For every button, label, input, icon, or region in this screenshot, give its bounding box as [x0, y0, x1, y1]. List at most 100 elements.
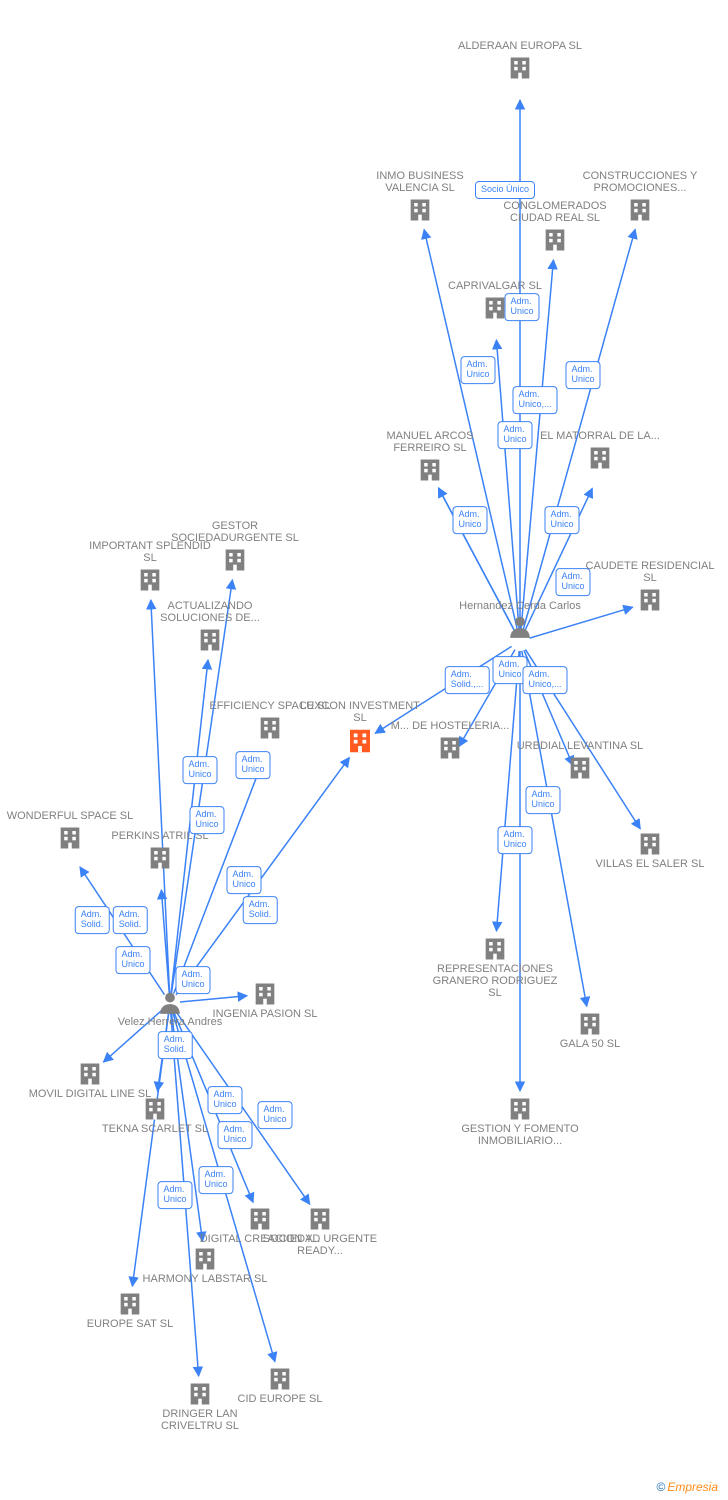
building-icon [535, 444, 665, 472]
building-icon [205, 714, 335, 742]
node-label: ACTUALIZANDO SOLUCIONES DE... [145, 600, 275, 624]
building-icon [490, 226, 620, 254]
edge-label: Adm.Solid. [113, 906, 148, 934]
company-node[interactable]: EUROPE SAT SL [65, 1290, 195, 1332]
company-node[interactable]: INGENIA PASION SL [200, 980, 330, 1022]
building-icon [170, 546, 300, 574]
company-node[interactable]: GESTION Y FOMENTO INMOBILIARIO... [455, 1095, 585, 1149]
company-node[interactable]: ALDERAAN EUROPA SL [455, 40, 585, 82]
edge-label: Adm.Unico [257, 1101, 292, 1129]
node-label: Hernandez Cerda Carlos [455, 600, 585, 612]
building-icon [65, 1290, 195, 1318]
edge [176, 758, 349, 995]
watermark: ©Empresia [656, 1480, 718, 1494]
building-icon [355, 196, 485, 224]
company-node[interactable]: TEKNA SCARLET SL [90, 1095, 220, 1137]
company-node[interactable]: MANUEL ARCOS FERREIRO SL [365, 430, 495, 484]
company-node[interactable]: INMO BUSINESS VALENCIA SL [355, 170, 485, 224]
person-node[interactable]: Hernandez Cerda Carlos [455, 600, 585, 640]
node-label: VILLAS EL SALER SL [585, 858, 715, 870]
node-label: EL MATORRAL DE LA... [535, 430, 665, 442]
node-label: SOCIEDAD URGENTE READY... [255, 1233, 385, 1257]
edge-label: Socio Único [475, 181, 535, 199]
edge-label: Adm.Unico [525, 786, 560, 814]
company-node[interactable]: CONGLOMERADOS CIUDAD REAL SL [490, 200, 620, 254]
edge [161, 890, 169, 993]
company-node[interactable]: WONDERFUL SPACE SL [5, 810, 135, 852]
company-node[interactable]: HARMONY LABSTAR SL [140, 1245, 270, 1287]
edge-label: Adm.Unico [189, 806, 224, 834]
edge-label: Adm.Unico,... [512, 386, 557, 414]
person-icon [455, 614, 585, 640]
company-node[interactable]: ACTUALIZANDO SOLUCIONES DE... [145, 600, 275, 654]
building-icon [25, 1060, 155, 1088]
company-node[interactable]: M... DE HOSTELERIA... [385, 720, 515, 762]
building-icon [585, 830, 715, 858]
building-icon [90, 1095, 220, 1123]
company-node[interactable]: EL MATORRAL DE LA... [535, 430, 665, 472]
edge-label: Adm.Unico [565, 361, 600, 389]
company-node[interactable]: GALA 50 SL [525, 1010, 655, 1052]
edge-label: Adm.Unico [226, 866, 261, 894]
watermark-text: Empresia [667, 1480, 718, 1494]
edge [151, 600, 170, 993]
node-label: INMO BUSINESS VALENCIA SL [355, 170, 485, 194]
building-icon [5, 824, 135, 852]
building-icon [430, 294, 560, 322]
building-icon [585, 586, 715, 614]
edge-label: Adm.Unico [175, 966, 210, 994]
edge-label: Adm.Unico [544, 506, 579, 534]
edge-label: Adm.Unico [115, 946, 150, 974]
edge [496, 340, 519, 631]
node-label: CONGLOMERADOS CIUDAD REAL SL [490, 200, 620, 224]
node-label: WONDERFUL SPACE SL [5, 810, 135, 822]
building-icon [455, 1095, 585, 1123]
building-icon [255, 1205, 385, 1233]
node-label: CAUDETE RESIDENCIAL SL [585, 560, 715, 584]
edge-label: Adm.Unico [460, 356, 495, 384]
node-label: EUROPE SAT SL [65, 1318, 195, 1330]
node-label: URBDIAL LEVANTINA SL [515, 740, 645, 752]
edge-label: Adm.Unico [182, 756, 217, 784]
company-node[interactable]: VILLAS EL SALER SL [585, 830, 715, 872]
edge-label: Adm.Unico [217, 1121, 252, 1149]
company-node[interactable]: CAUDETE RESIDENCIAL SL [585, 560, 715, 614]
building-icon [455, 54, 585, 82]
node-label: CAPRIVALGAR SL [430, 280, 560, 292]
edge-label: Adm.Unico [452, 506, 487, 534]
node-label: MANUEL ARCOS FERREIRO SL [365, 430, 495, 454]
building-icon [385, 734, 515, 762]
node-label: M... DE HOSTELERIA... [385, 720, 515, 732]
node-label: GESTOR SOCIEDADURGENTE SL [170, 520, 300, 544]
edge-label: Adm.Unico [207, 1086, 242, 1114]
company-node[interactable]: REPRESENTACIONES GRANERO RODRIGUEZ SL [430, 935, 560, 1001]
building-icon [365, 456, 495, 484]
edge-label: Adm.Unico,... [522, 666, 567, 694]
edge-label: Adm.Unico [157, 1181, 192, 1209]
node-label: GESTION Y FOMENTO INMOBILIARIO... [455, 1123, 585, 1147]
node-label: DRINGER LAN CRIVELTRU SL [135, 1408, 265, 1432]
company-node[interactable]: SOCIEDAD URGENTE READY... [255, 1205, 385, 1259]
edge-label: Adm.Solid. [158, 1031, 193, 1059]
edge-label: Adm.Unico [198, 1166, 233, 1194]
edge-label: Adm.Solid. [243, 896, 278, 924]
building-icon [215, 1365, 345, 1393]
company-node[interactable]: GESTOR SOCIEDADURGENTE SL [170, 520, 300, 574]
edge [496, 651, 519, 931]
edge-label: Adm.Unico [555, 568, 590, 596]
company-node[interactable]: URBDIAL LEVANTINA SL [515, 740, 645, 782]
copyright-symbol: © [656, 1480, 665, 1494]
edge-label: Adm.Unico [235, 751, 270, 779]
node-label: EFFICIENCY SPACE SL [205, 700, 335, 712]
node-label: HARMONY LABSTAR SL [140, 1273, 270, 1285]
building-icon [145, 626, 275, 654]
node-label: CID EUROPE SL [215, 1393, 345, 1405]
building-icon [140, 1245, 270, 1273]
company-node[interactable]: CAPRIVALGAR SL [430, 280, 560, 322]
edge-label: Adm.Unico [497, 421, 532, 449]
building-icon [525, 1010, 655, 1038]
building-icon [515, 754, 645, 782]
node-label: ALDERAAN EUROPA SL [455, 40, 585, 52]
company-node[interactable]: CID EUROPE SL [215, 1365, 345, 1407]
company-node[interactable]: EFFICIENCY SPACE SL [205, 700, 335, 742]
